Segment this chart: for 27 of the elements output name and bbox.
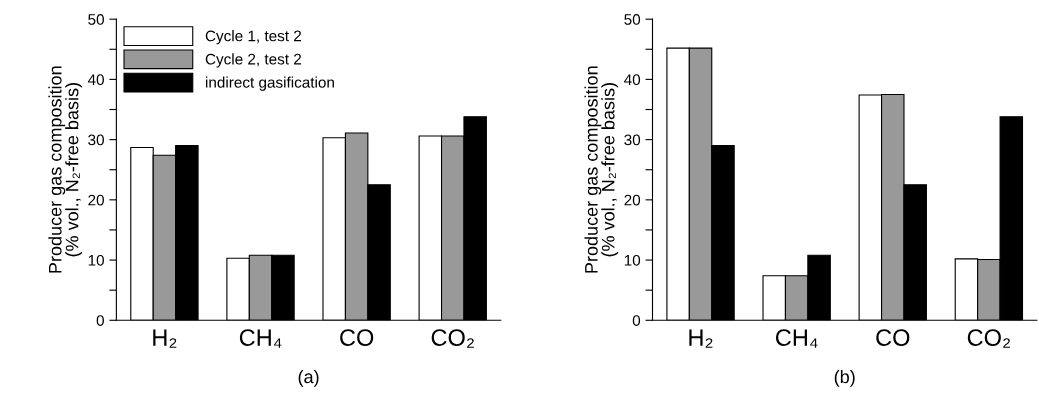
y-tick-label: 0	[96, 315, 104, 326]
y-tick-label: 40	[624, 74, 641, 86]
y-tick-label: 40	[87, 74, 104, 86]
x-tick-label: CO	[340, 329, 374, 346]
legend-label: Cycle 2, test 2	[205, 53, 302, 68]
x-tick-label: CO₂	[967, 329, 1010, 348]
y-tick-label: 20	[88, 194, 104, 206]
y-tick-label: 50	[88, 14, 104, 25]
x-tick-label: CH₄	[239, 329, 282, 348]
legend-label: Cycle 1, test 2	[205, 30, 302, 45]
y-tick-label: 50	[624, 14, 641, 25]
y-axis-title: Producer gas composition (% vol., N₂-free basis)	[584, 66, 619, 273]
y-tick-label: 30	[88, 134, 104, 146]
y-tick-label: 0	[632, 315, 641, 326]
x-tick-label: CH₄	[775, 329, 818, 348]
x-tick-label: H₂	[153, 329, 177, 348]
legend-label: indirect gasification	[206, 76, 334, 91]
y-tick-label: 10	[88, 254, 104, 266]
y-tick-label: 20	[624, 194, 641, 206]
text: (b)	[834, 369, 855, 387]
x-tick-label: H₂	[689, 329, 713, 348]
y-tick-label: 30	[624, 134, 641, 146]
y-axis-title: Producer gas composition (% vol., N₂-free basis)	[48, 66, 83, 273]
y-tick-label: 10	[624, 254, 641, 266]
text: (a)	[298, 369, 319, 387]
x-tick-label: CO	[876, 329, 910, 346]
x-tick-label: CO₂	[431, 329, 474, 348]
